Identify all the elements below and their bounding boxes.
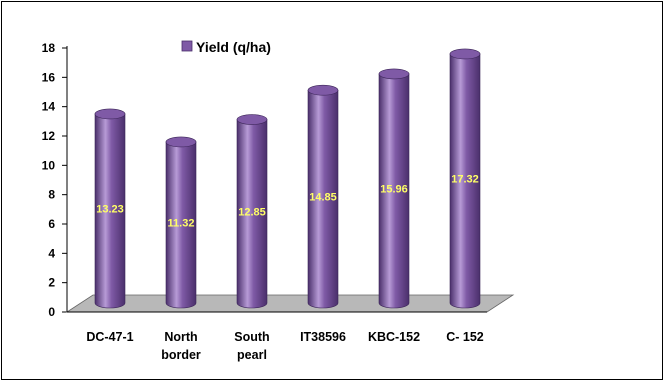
bar-top [307, 84, 339, 96]
bar-top [236, 114, 268, 125]
data-labels: 13.23 11.32 12.85 14.85 15.96 17.32 [96, 173, 479, 229]
y-tick-label: 10 [42, 158, 56, 172]
bar [307, 89, 339, 309]
data-label: 17.32 [451, 173, 479, 185]
legend: Yield (q/ha) [181, 39, 271, 55]
bar [165, 141, 197, 309]
x-tick-label: KBC-152 [368, 330, 420, 344]
floor-plane [65, 294, 515, 313]
bar [94, 113, 126, 309]
bar-top [449, 48, 481, 60]
data-label: 11.32 [168, 217, 195, 229]
x-tick-label: North [164, 330, 197, 344]
y-tick-label: 14 [42, 100, 56, 114]
legend-swatch [181, 40, 193, 52]
bar-top [165, 136, 197, 148]
bar-top [94, 108, 126, 120]
x-tick-label: DC-47-1 [86, 330, 133, 344]
y-tick-label: 18 [42, 41, 56, 55]
y-tick-label: 6 [48, 217, 55, 231]
y-tick-label: 0 [48, 305, 55, 319]
axes: 0 2 4 6 8 10 12 14 16 18 DC-47-1 North border South pe… [42, 41, 484, 362]
x-tick-label: IT38596 [300, 330, 346, 344]
chart-floor [65, 294, 515, 313]
data-label: 15.96 [380, 183, 408, 195]
bars [94, 48, 481, 309]
bar-top [378, 68, 410, 80]
x-tick-label: pearl [237, 348, 267, 362]
data-label: 13.23 [96, 203, 124, 215]
y-tick-label: 16 [42, 70, 56, 84]
y-tick-label: 12 [42, 129, 56, 143]
x-tick-label: South [234, 330, 269, 344]
data-label: 14.85 [309, 192, 337, 204]
bar [378, 73, 410, 309]
y-tick-label: 8 [48, 188, 55, 202]
x-tick-label: border [161, 348, 201, 362]
x-tick-label: C- 152 [446, 330, 484, 344]
bar [449, 53, 481, 309]
data-label: 12.85 [238, 206, 266, 218]
y-tick-label: 4 [48, 246, 55, 260]
legend-label: Yield (q/ha) [196, 39, 271, 55]
y-tick-label: 2 [48, 276, 55, 290]
bar [236, 119, 268, 309]
